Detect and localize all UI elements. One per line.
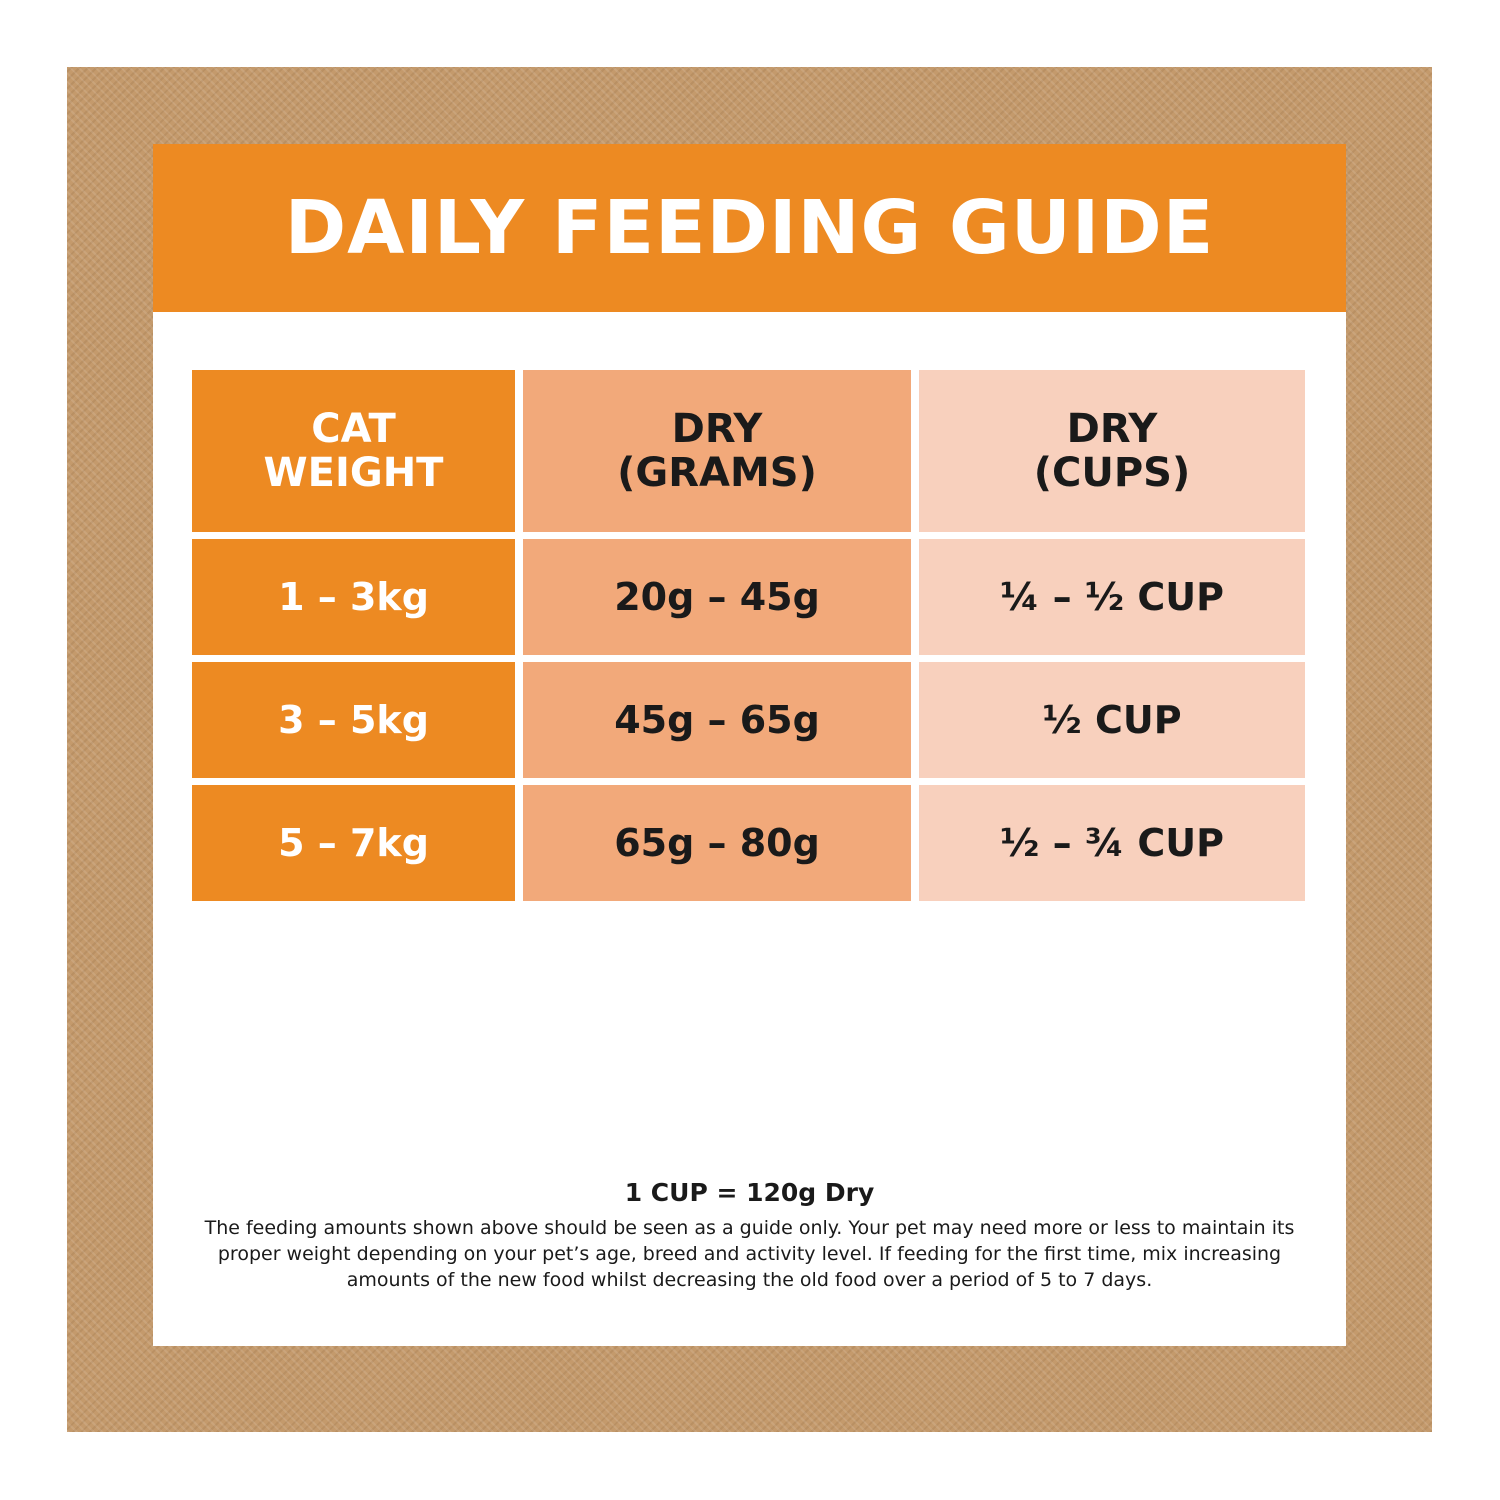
row-1-weight: 1 – 3kg xyxy=(192,539,515,655)
row-1-cups: ¼ – ½ CUP xyxy=(919,539,1305,655)
header-dry-cups-line2: (CUPS) xyxy=(1033,450,1191,496)
header-cat-weight-line2: WEIGHT xyxy=(263,450,444,496)
row-2-weight: 3 – 5kg xyxy=(192,662,515,778)
header-cat-weight: CAT WEIGHT xyxy=(192,370,515,532)
feeding-table: CAT WEIGHT DRY (GRAMS) DRY (CUPS) 1 – 3k… xyxy=(192,370,1305,901)
cup-conversion: 1 CUP = 120g Dry xyxy=(624,1178,875,1207)
row-1-grams: 20g – 45g xyxy=(523,539,911,655)
row-3-cups: ½ – ¾ CUP xyxy=(919,785,1305,901)
header-dry-cups-line1: DRY xyxy=(1066,406,1158,452)
row-2-grams: 45g – 65g xyxy=(523,662,911,778)
page-title: DAILY FEEDING GUIDE xyxy=(284,185,1215,271)
title-banner: DAILY FEEDING GUIDE xyxy=(153,144,1346,312)
row-3-grams: 65g – 80g xyxy=(523,785,911,901)
feeding-disclaimer: The feeding amounts shown above should b… xyxy=(204,1217,1295,1291)
header-dry-cups: DRY (CUPS) xyxy=(919,370,1305,532)
row-2-cups: ½ CUP xyxy=(919,662,1305,778)
header-dry-grams: DRY (GRAMS) xyxy=(523,370,911,532)
row-3-weight: 5 – 7kg xyxy=(192,785,515,901)
feeding-guide-card: DAILY FEEDING GUIDE CAT WEIGHT DRY (GRAM… xyxy=(153,144,1346,1346)
header-dry-grams-line1: DRY xyxy=(671,406,763,452)
feeding-note: 1 CUP = 120g Dry The feeding amounts sho… xyxy=(193,1178,1306,1293)
header-dry-grams-line2: (GRAMS) xyxy=(617,450,817,496)
header-cat-weight-line1: CAT xyxy=(311,406,396,452)
